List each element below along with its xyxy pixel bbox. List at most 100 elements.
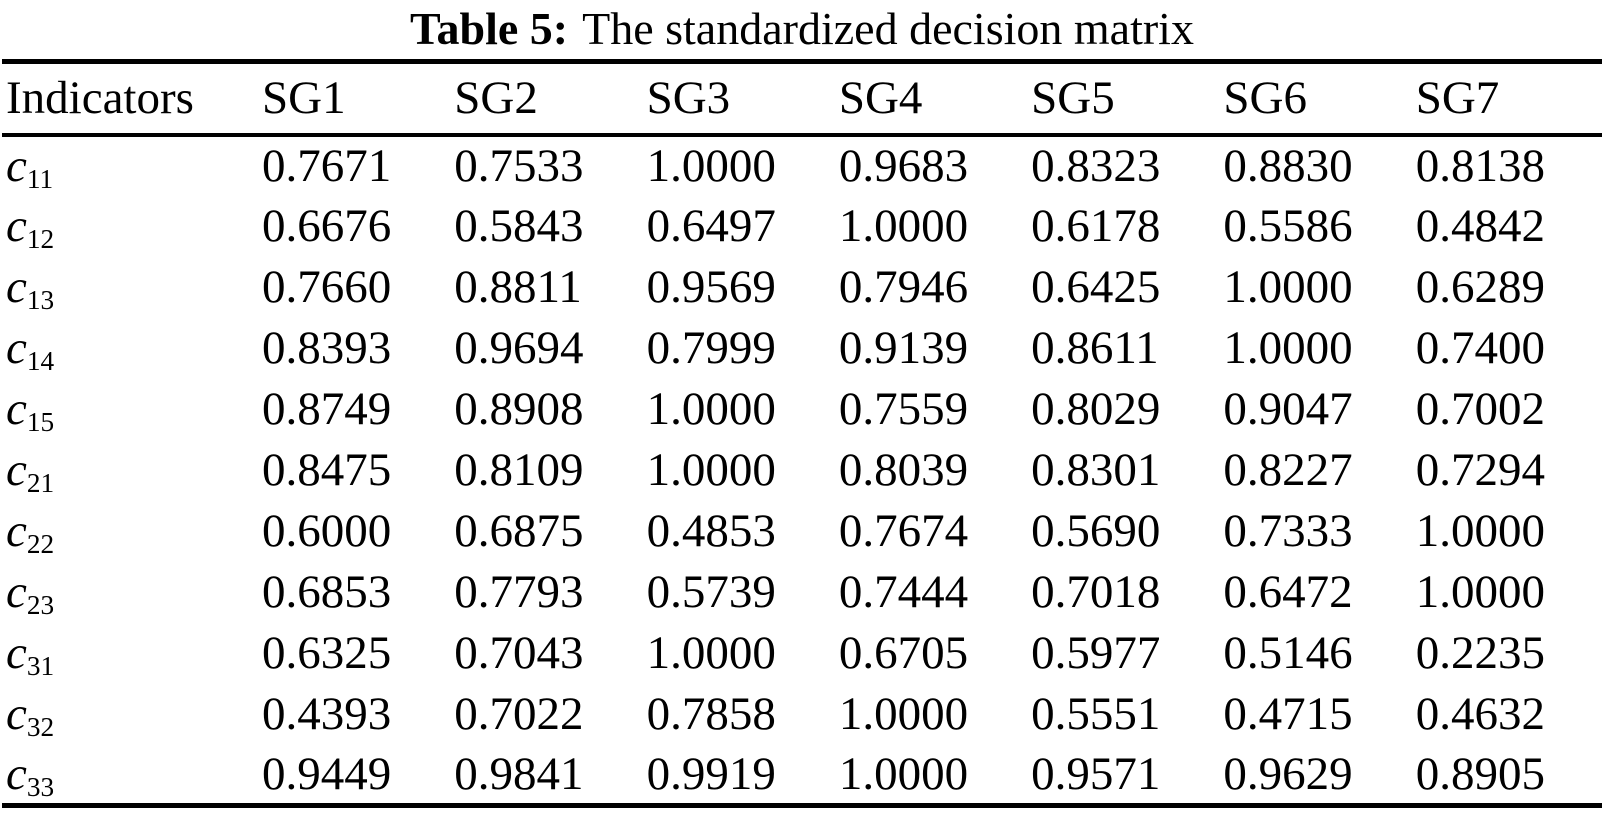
matrix-value: 0.7858 <box>646 688 776 740</box>
matrix-value: 0.8109 <box>454 444 584 496</box>
matrix-value: 0.4853 <box>646 505 776 557</box>
matrix-value: 0.8611 <box>1031 322 1159 374</box>
indicator-subscript: 21 <box>26 467 55 498</box>
matrix-value: 0.8393 <box>262 322 392 374</box>
matrix-value: 0.7999 <box>646 322 776 374</box>
matrix-value: 0.9047 <box>1223 383 1353 435</box>
indicator-subscript: 11 <box>26 163 54 194</box>
row-label: c33 <box>2 745 256 806</box>
matrix-value: 0.7946 <box>838 261 969 313</box>
indicator-symbol: c <box>6 140 27 192</box>
matrix-value: 0.6178 <box>1031 200 1161 252</box>
matrix-value: 0.9449 <box>262 747 392 800</box>
matrix-value: 0.6000 <box>262 505 392 557</box>
table-row: c33 0.9449 0.9841 0.9919 1.0000 0.9571 0.9629 0… <box>2 745 1602 806</box>
matrix-value: 0.8475 <box>262 444 392 496</box>
matrix-value: 0.7444 <box>838 566 969 618</box>
matrix-value: 0.7043 <box>454 627 584 679</box>
matrix-value: 1.0000 <box>838 747 969 800</box>
indicator-subscript: 23 <box>26 589 55 620</box>
table-row: c22 0.6000 0.6875 0.4853 0.7674 0.5690 0.7333 1… <box>2 501 1602 562</box>
indicator-subscript: 31 <box>26 650 55 681</box>
matrix-value: 0.5977 <box>1031 627 1161 679</box>
matrix-value: 1.0000 <box>646 140 776 192</box>
matrix-value: 0.7533 <box>454 140 584 192</box>
indicator-symbol: c <box>6 322 27 374</box>
matrix-value: 1.0000 <box>1223 322 1353 374</box>
matrix-value: 0.8905 <box>1415 747 1545 800</box>
indicator-subscript: 33 <box>26 771 55 802</box>
matrix-value: 0.8830 <box>1223 140 1353 192</box>
matrix-value: 0.2235 <box>1415 627 1545 679</box>
matrix-value: 0.7793 <box>454 566 584 618</box>
indicator-symbol: c <box>6 747 27 800</box>
matrix-value: 0.8039 <box>838 444 969 496</box>
matrix-value: 0.8029 <box>1031 383 1161 435</box>
indicators-column-header: Indicators <box>6 72 194 125</box>
table-row: c11 0.7671 0.7533 1.0000 0.9683 0.8323 0.8830 0… <box>2 135 1602 196</box>
header-row: Indicators SG1 SG2 SG3 SG4 SG5 SG6 SG7 <box>2 62 1602 135</box>
matrix-value: 0.5690 <box>1031 505 1161 557</box>
matrix-value: 0.7660 <box>262 261 392 313</box>
indicator-subscript: 32 <box>26 711 55 742</box>
matrix-value: 0.6425 <box>1031 261 1161 313</box>
table-row: c31 0.6325 0.7043 1.0000 0.6705 0.5977 0.5146 0… <box>2 623 1602 684</box>
matrix-value: 1.0000 <box>646 627 776 679</box>
row-label: c11 <box>2 135 256 196</box>
matrix-value: 0.5843 <box>454 200 584 252</box>
table-row: c23 0.6853 0.7793 0.5739 0.7444 0.7018 0.6472 1… <box>2 562 1602 623</box>
indicator-subscript: 22 <box>26 528 55 559</box>
table-caption-label: Table 5: <box>410 3 569 54</box>
indicator-symbol: c <box>6 383 27 435</box>
matrix-value: 0.8301 <box>1031 444 1161 496</box>
matrix-value: 1.0000 <box>1415 505 1545 557</box>
matrix-value: 0.4715 <box>1223 688 1353 740</box>
matrix-value: 0.7294 <box>1415 444 1545 496</box>
indicator-subscript: 14 <box>26 345 55 376</box>
matrix-value: 0.7333 <box>1223 505 1353 557</box>
matrix-value: 0.6853 <box>262 566 392 618</box>
indicator-symbol: c <box>6 627 27 679</box>
indicator-symbol: c <box>6 200 27 252</box>
indicator-symbol: c <box>6 505 27 557</box>
matrix-value: 1.0000 <box>1223 261 1353 313</box>
matrix-value: 0.7022 <box>454 688 584 740</box>
matrix-value: 0.7400 <box>1415 322 1545 374</box>
matrix-value: 0.8811 <box>454 261 582 313</box>
matrix-value: 0.7018 <box>1031 566 1161 618</box>
column-header-sg1: SG1 <box>262 72 346 125</box>
matrix-value: 1.0000 <box>1415 566 1545 618</box>
matrix-value: 0.7002 <box>1415 383 1545 435</box>
indicator-symbol: c <box>6 444 27 496</box>
indicator-subscript: 12 <box>26 223 55 254</box>
matrix-value: 0.6676 <box>262 200 392 252</box>
matrix-value: 0.6472 <box>1223 566 1353 618</box>
matrix-value: 1.0000 <box>838 688 969 740</box>
matrix-value: 0.5551 <box>1031 688 1161 740</box>
row-label: c15 <box>2 379 256 440</box>
table-body: c11 0.7671 0.7533 1.0000 0.9683 0.8323 0.8830 0… <box>2 135 1602 806</box>
indicator-symbol: c <box>6 261 27 313</box>
row-label: c22 <box>2 501 256 562</box>
matrix-value: 0.6289 <box>1415 261 1545 313</box>
table-row: c14 0.8393 0.9694 0.7999 0.9139 0.8611 1.0000 0… <box>2 318 1602 379</box>
row-label: c23 <box>2 562 256 623</box>
row-label: c21 <box>2 440 256 501</box>
matrix-value: 0.9139 <box>838 322 969 374</box>
matrix-value: 0.6497 <box>646 200 776 252</box>
matrix-value: 0.8227 <box>1223 444 1353 496</box>
matrix-value: 0.6875 <box>454 505 584 557</box>
table-caption: Table 5: The standardized decision matrix <box>0 0 1604 59</box>
column-header-sg7: SG7 <box>1415 72 1500 125</box>
matrix-value: 0.4842 <box>1415 200 1545 252</box>
matrix-value: 0.4393 <box>262 688 392 740</box>
indicator-symbol: c <box>6 566 27 618</box>
matrix-value: 0.9841 <box>454 747 584 800</box>
matrix-value: 0.4632 <box>1415 688 1545 740</box>
matrix-value: 0.6325 <box>262 627 392 679</box>
matrix-value: 0.8323 <box>1031 140 1161 192</box>
table-row: c15 0.8749 0.8908 1.0000 0.7559 0.8029 0.9047 0… <box>2 379 1602 440</box>
matrix-value: 0.5146 <box>1223 627 1353 679</box>
column-header-sg4: SG4 <box>838 72 923 125</box>
matrix-value: 0.9571 <box>1031 747 1161 800</box>
